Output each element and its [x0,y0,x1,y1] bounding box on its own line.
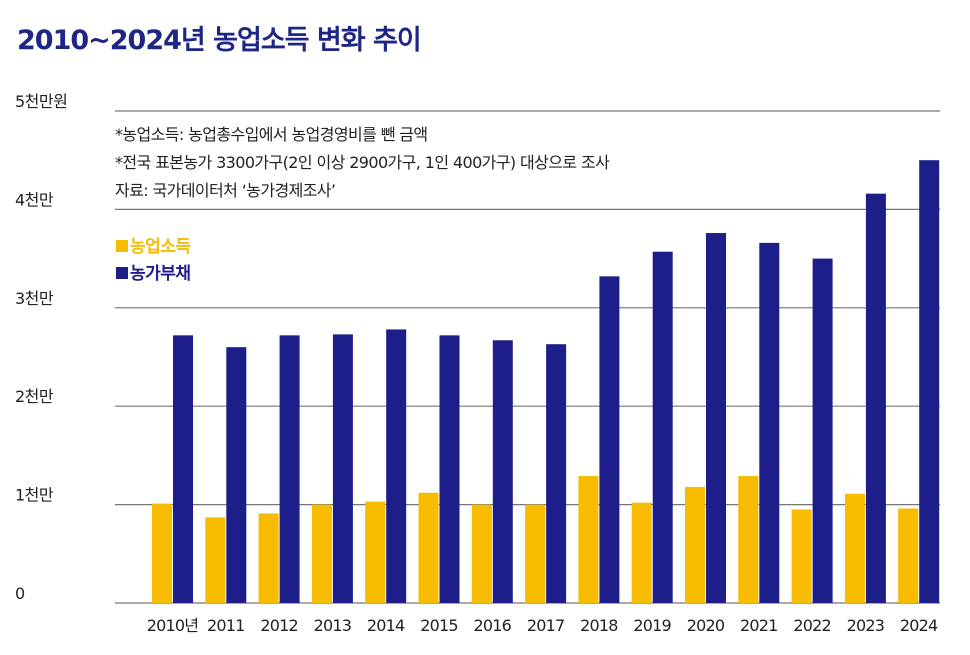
note-definition: *농업소득: 농업총수입에서 농업경영비를 뺀 금액 [115,125,428,144]
bar-debt [546,344,567,603]
bar-debt [439,335,460,603]
bar-income [365,501,386,603]
bar-income [578,476,599,603]
y-tick-label: 1천만 [15,486,54,505]
x-tick-label: 2024 [900,616,938,635]
x-tick-label: 2018 [580,616,618,635]
bar-debt [332,334,353,603]
bar-income [525,504,546,603]
bar-debt [173,335,193,603]
bar-income [418,492,439,603]
y-axis-ticks: 0 1천만 2천만 3천만 4천만 5천만원 [15,92,68,603]
x-tick-label: 2013 [314,616,352,635]
bar-debt [652,251,673,603]
bar-income [152,503,172,603]
bar-income [631,502,652,603]
y-tick-label: 4천만 [15,190,54,209]
bar-income [205,517,226,603]
legend-swatch-debt [116,267,128,279]
x-tick-label: 2022 [793,616,831,635]
bar-income [685,486,705,603]
legend-label-income: 농업소득 [130,237,191,257]
legend-item-debt: 농가부채 [116,259,191,284]
note-sample: *전국 표본농가 3300가구(2인 이상 2900가구, 1인 400가구) … [115,153,610,172]
note-source: 자료: 국가데이터처 ‘농가경제조사’ [115,181,336,200]
x-tick-label: 2019 [633,616,671,635]
x-tick-label: 2010년 [147,616,199,635]
x-tick-label: 2016 [474,616,512,635]
x-axis-ticks: 2010년 2011 2012 2013 2014 2015 2016 2017 2018 201… [147,616,939,635]
bar-income [738,476,759,603]
y-tick-label: 0 [15,584,25,603]
bar-income [844,493,865,603]
bar-debt [226,347,247,603]
x-tick-label: 2015 [420,616,458,635]
y-tick-label: 2천만 [15,387,54,406]
bar-income [791,509,812,603]
bars [152,160,940,604]
bar-income [898,508,919,603]
x-tick-label: 2020 [687,616,725,635]
x-tick-label: 2011 [207,616,245,635]
legend-label-debt: 농가부채 [130,264,191,284]
bar-debt [599,276,620,603]
x-tick-label: 2021 [740,616,778,635]
x-tick-label: 2017 [527,616,565,635]
bar-income [311,504,332,603]
legend-swatch-income [116,240,128,252]
x-tick-label: 2014 [367,616,405,635]
chart-title: 2010~2024년 농업소득 변화 추이 [17,25,422,56]
y-tick-label: 5천만원 [15,92,67,111]
bar-debt [759,242,780,603]
legend-item-income: 농업소득 [116,232,191,257]
bar-debt [919,160,940,603]
bar-debt [279,335,300,603]
bar-debt [865,193,886,603]
bar-debt [706,233,726,604]
bar-debt [492,340,513,603]
bar-income [471,504,492,603]
bar-debt [386,329,407,603]
x-tick-label: 2012 [260,616,298,635]
y-tick-label: 3천만 [15,289,54,308]
x-tick-label: 2023 [847,616,885,635]
bar-income [258,513,279,603]
bar-debt [812,258,833,603]
